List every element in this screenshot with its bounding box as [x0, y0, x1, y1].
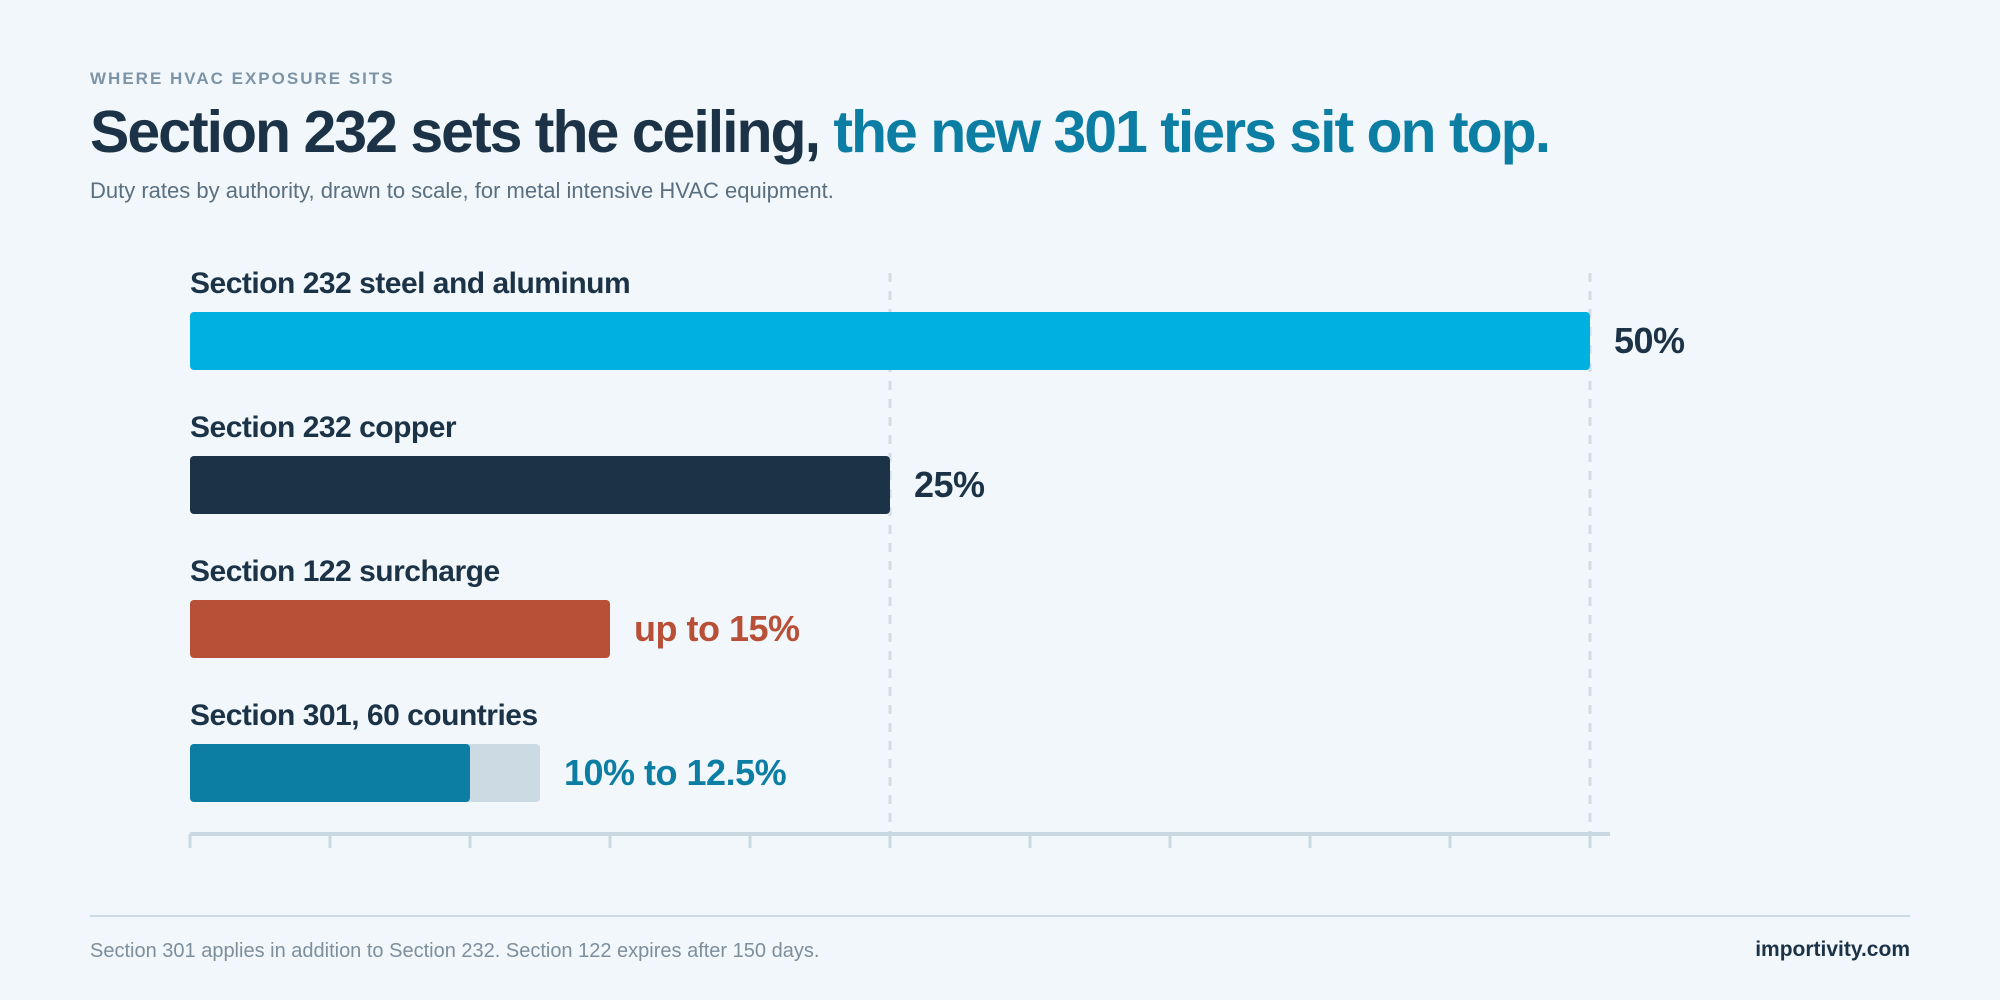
- bar-value-label: 50%: [1614, 320, 1685, 361]
- bar-value-label: 10% to 12.5%: [564, 752, 787, 793]
- bar-category-label: Section 232 copper: [190, 411, 457, 444]
- bar: [190, 312, 1590, 370]
- eyebrow-label: WHERE HVAC EXPOSURE SITS: [90, 69, 395, 88]
- bar-category-label: Section 232 steel and aluminum: [190, 267, 630, 300]
- bar: [190, 744, 470, 802]
- footer-divider: [90, 915, 1910, 917]
- bar-category-label: Section 122 surcharge: [190, 555, 500, 588]
- title-accent: the new 301 tiers sit on top.: [833, 99, 1551, 165]
- bar-chart: Section 232 steel and aluminum 50% Section…: [188, 267, 1686, 848]
- footnote: Section 301 applies in addition to Secti…: [90, 940, 820, 962]
- bar: [190, 600, 610, 658]
- bar: [190, 456, 890, 514]
- bar-category-label: Section 301, 60 countries: [190, 699, 538, 732]
- brand-link[interactable]: importivity.com: [1755, 938, 1910, 961]
- title-main: Section 232 sets the ceiling,: [90, 99, 821, 165]
- bar-value-label: up to 15%: [634, 608, 800, 649]
- chart-subtitle: Duty rates by authority, drawn to scale,…: [90, 178, 834, 203]
- bar-value-label: 25%: [914, 464, 985, 505]
- chart-title: Section 232 sets the ceiling, the new 30…: [90, 96, 1551, 168]
